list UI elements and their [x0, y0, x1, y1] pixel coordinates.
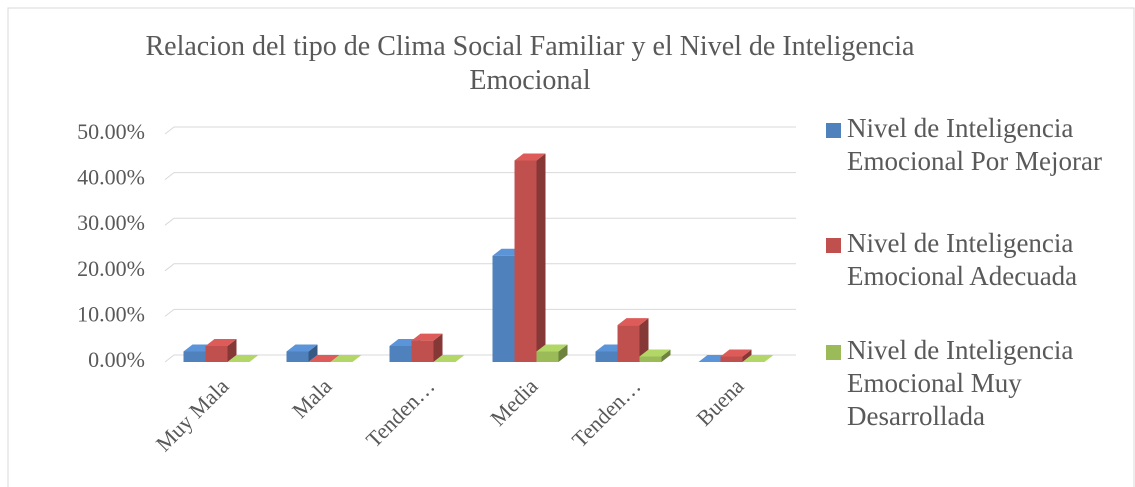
bar-face [411, 333, 443, 341]
bar-face [536, 344, 568, 352]
bar-face [433, 355, 465, 362]
x-tick-label: Media [485, 373, 543, 431]
bar-face [514, 160, 537, 362]
legend-swatch [826, 123, 841, 138]
x-tick-label: Mala [287, 373, 337, 423]
bar [617, 318, 649, 362]
bar-face [227, 339, 237, 362]
bar-face [639, 349, 671, 357]
bar-face [492, 255, 515, 362]
x-tick-label: Tenden… [567, 373, 646, 452]
bar-face [639, 356, 662, 362]
bar-face [308, 355, 340, 362]
bar [536, 344, 568, 362]
bar [639, 349, 671, 362]
x-tick-label: Muy Mala [151, 373, 234, 456]
bar-face [720, 356, 743, 362]
bar-face [227, 355, 259, 362]
grid-line [164, 354, 796, 363]
bar-face [558, 344, 568, 362]
bar-face [308, 344, 318, 362]
bar [411, 333, 443, 362]
y-tick-label: 40.00% [77, 165, 145, 190]
bar [742, 355, 774, 362]
y-tick-label: 10.00% [77, 301, 145, 326]
bar-face [617, 318, 649, 326]
legend-entry: Nivel de Inteligencia Emocional Adecuada [822, 227, 1135, 293]
x-tick-label: Tenden… [361, 373, 440, 452]
bar [205, 339, 237, 362]
bar-face [205, 339, 237, 347]
bar-face [389, 346, 412, 362]
bar-face [639, 318, 649, 362]
bar-face [514, 153, 546, 161]
bar-face [720, 349, 752, 357]
grid-line [164, 217, 796, 226]
legend-entry: Nivel de Inteligencia Emocional Por Mejo… [822, 112, 1135, 178]
y-tick-label: 50.00% [77, 119, 145, 144]
bar-face [411, 340, 434, 362]
grid-line [164, 172, 796, 180]
bar-face [183, 351, 206, 362]
legend-label: Nivel de Inteligencia Emocional Adecuada [847, 228, 1078, 291]
bar [286, 344, 318, 362]
bar-face [330, 355, 362, 362]
y-tick-label: 30.00% [77, 210, 145, 235]
legend-swatch [826, 238, 841, 253]
bar [720, 349, 752, 362]
bar-face [286, 344, 318, 352]
grid-line [164, 308, 796, 317]
bar-face [661, 349, 671, 362]
bar-face [536, 351, 559, 362]
legend-swatch [826, 345, 841, 360]
bar [227, 355, 259, 362]
bar-face [286, 351, 309, 362]
legend-label: Nivel de Inteligencia Emocional Muy Desa… [847, 335, 1074, 431]
chart-border [7, 7, 1135, 487]
grid-line [164, 126, 796, 135]
bar [433, 355, 465, 362]
bar [308, 355, 340, 362]
bar-face [617, 325, 640, 362]
bar [514, 153, 546, 362]
x-tick-label: Buena [691, 373, 749, 431]
bar-face [433, 333, 443, 362]
bar-face [595, 351, 618, 362]
bar [330, 355, 362, 362]
bar-face [742, 355, 774, 362]
chart-title: Relacion del tipo de Clima Social Famili… [145, 31, 915, 96]
bar-face [536, 153, 546, 362]
bar-face [742, 349, 752, 362]
bar-face [205, 346, 228, 362]
y-tick-label: 0.00% [88, 347, 145, 372]
grid-line [164, 263, 796, 272]
legend-label: Nivel de Inteligencia Emocional Por Mejo… [847, 113, 1102, 176]
y-tick-label: 20.00% [77, 256, 145, 281]
legend-entry: Nivel de Inteligencia Emocional Muy Desa… [822, 334, 1135, 433]
